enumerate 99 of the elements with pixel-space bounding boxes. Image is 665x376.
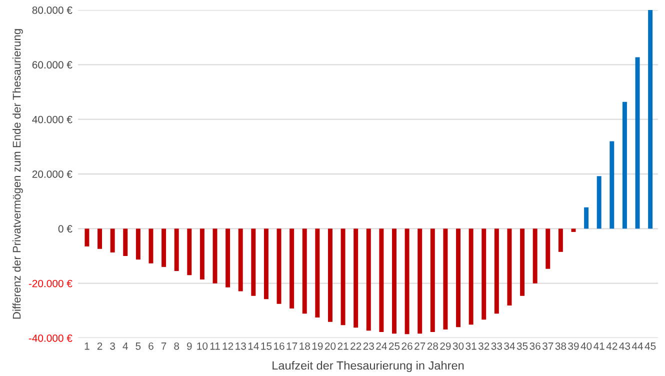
- bar: [212, 228, 218, 284]
- x-tick-label: 13: [236, 342, 246, 350]
- bar: [622, 102, 627, 229]
- bar: [226, 228, 230, 288]
- x-tick-label: 29: [440, 342, 451, 350]
- x-tick-label: 7: [161, 342, 166, 350]
- x-tick-label: 22: [350, 342, 362, 350]
- bar: [532, 228, 538, 284]
- bar: [340, 228, 346, 326]
- y-tick-label: 20.000 €: [32, 170, 72, 178]
- x-tick-label: 24: [376, 342, 387, 350]
- x-tick-label: 18: [300, 342, 310, 350]
- x-tick-label: 10: [197, 342, 208, 350]
- x-tick-label: 43: [619, 342, 630, 350]
- x-tick-label: 40: [580, 342, 592, 350]
- x-tick-label: 19: [312, 342, 323, 350]
- bar: [315, 228, 320, 318]
- x-tick-label: 26: [402, 342, 412, 350]
- x-tick-label: 45: [644, 342, 656, 350]
- x-tick-label: 4: [122, 342, 128, 350]
- bar: [238, 228, 243, 292]
- x-tick-label: 2: [97, 342, 102, 350]
- bar: [148, 228, 154, 264]
- bar: [520, 228, 525, 296]
- bar: [251, 228, 256, 296]
- x-tick-label: 30: [452, 342, 464, 350]
- x-tick-label: 37: [542, 342, 554, 350]
- x-tick-label: 1: [84, 342, 90, 350]
- bar: [187, 228, 192, 276]
- x-tick-label: 35: [516, 342, 528, 350]
- x-tick-label: 17: [286, 342, 298, 350]
- x-tick-label: 27: [414, 342, 426, 350]
- bar: [610, 141, 614, 229]
- x-tick-label: 34: [504, 342, 515, 350]
- y-tick-label: 80.000 €: [32, 6, 72, 14]
- bar: [571, 228, 576, 232]
- x-tick-label: 16: [274, 342, 284, 350]
- x-tick-label: 25: [388, 342, 400, 350]
- x-tick-label: 3: [110, 342, 116, 350]
- bar: [328, 228, 332, 322]
- x-tick-label: 20: [324, 342, 336, 350]
- x-tick-label: 44: [632, 342, 644, 350]
- x-tick-label: 12: [222, 342, 234, 350]
- bar: [392, 228, 396, 334]
- bar: [456, 228, 461, 328]
- bar: [648, 10, 653, 229]
- bar: [264, 228, 268, 300]
- bar: [200, 228, 204, 280]
- x-tick-label: 38: [555, 342, 566, 350]
- x-tick-label: 31: [466, 342, 476, 350]
- bar: [302, 228, 307, 314]
- bar: [494, 228, 499, 314]
- bar: [123, 228, 128, 256]
- y-tick-label: 0 €: [58, 225, 72, 233]
- x-axis-title: Laufzeit der Thesaurierung in Jahren: [272, 360, 464, 372]
- x-tick-label: 9: [186, 342, 192, 350]
- y-tick-label: -20.000 €: [28, 280, 72, 288]
- bar: [98, 228, 102, 249]
- bar: [635, 57, 640, 229]
- x-tick-label: 39: [568, 342, 579, 350]
- bar: [174, 228, 179, 272]
- bar: [136, 228, 140, 260]
- x-tick-label: 6: [148, 342, 154, 350]
- y-tick-label: 40.000 €: [32, 116, 72, 124]
- bar: [546, 228, 550, 269]
- x-tick-label: 21: [338, 342, 348, 350]
- bar: [430, 228, 435, 332]
- x-tick-label: 5: [136, 342, 141, 350]
- x-tick-label: 14: [248, 342, 259, 350]
- x-tick-label: 33: [491, 342, 502, 350]
- x-tick-label: 42: [606, 342, 618, 350]
- bar: [290, 228, 294, 308]
- x-tick-label: 23: [363, 342, 374, 350]
- bar: [110, 228, 115, 252]
- bar: [507, 228, 512, 306]
- bar: [366, 228, 371, 331]
- bar: [379, 228, 384, 332]
- x-tick-label: 15: [261, 342, 272, 350]
- bar: [404, 228, 410, 334]
- x-tick-label: 41: [594, 342, 604, 350]
- y-axis-title: Differenz der Privatvermögen zum Ende der Thesaurierung: [12, 29, 23, 319]
- x-tick-label: 28: [427, 342, 438, 350]
- bar: [162, 228, 166, 267]
- bar: [482, 228, 486, 320]
- y-tick-label: 60.000 €: [32, 61, 72, 69]
- bar: [558, 228, 563, 252]
- bar: [418, 228, 422, 334]
- bar: [276, 228, 282, 304]
- bar: [354, 228, 358, 328]
- bar: [584, 207, 589, 229]
- bar: [468, 228, 474, 325]
- x-tick-label: 8: [174, 342, 180, 350]
- x-tick-label: 32: [478, 342, 490, 350]
- x-tick-label: 36: [530, 342, 540, 350]
- bar: [596, 176, 602, 229]
- bar: [84, 228, 90, 246]
- x-tick-label: 11: [210, 342, 220, 350]
- bar: [443, 228, 448, 330]
- y-tick-label: -40.000 €: [28, 334, 72, 342]
